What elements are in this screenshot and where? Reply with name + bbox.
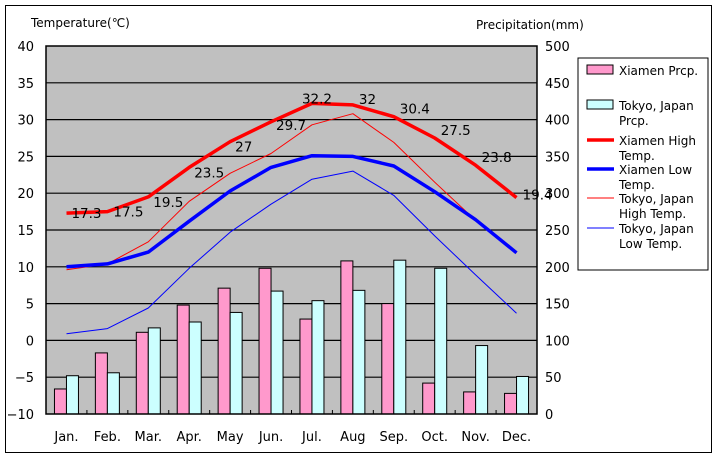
data-labels: 17.3 17.5 19.5 23.5 27 29.7 32.2 32 30.4 27.5 23.8… (71, 91, 552, 222)
bar-tokyo-prcp (229, 311, 243, 415)
data-label: 30.4 (400, 102, 430, 118)
left-axis-title: Temperature(℃) (30, 16, 130, 30)
left-tick-label: 5 (26, 298, 34, 313)
legend-swatch (586, 64, 614, 75)
bar-xiamen-prcp (340, 260, 354, 415)
plot-border (45, 45, 538, 415)
bar-xiamen-prcp (463, 391, 477, 415)
data-label: 17.3 (71, 206, 101, 222)
data-label: 32 (359, 92, 376, 108)
left-tick-label: −5 (15, 371, 34, 386)
left-tick-label: 25 (17, 150, 34, 165)
bar-tokyo-prcp (475, 345, 489, 415)
legend-label: Xiamen High (619, 134, 696, 148)
category-label: Feb. (94, 430, 121, 445)
category-label: Apr. (176, 430, 201, 445)
category-label: Jun. (258, 430, 283, 445)
left-tick-label: 35 (17, 77, 34, 92)
bar-tokyo-prcp (188, 321, 202, 415)
right-axis-tick-labels: 0 50 100 150 200 250 300 350 400 450 500 (545, 40, 570, 423)
bar-xiamen-prcp (381, 303, 395, 415)
line-xiamen-high-temp (66, 101, 518, 215)
bar-xiamen-prcp (422, 382, 436, 415)
right-tick-label: 300 (545, 187, 570, 202)
left-tick-label: 15 (17, 224, 34, 239)
right-tick-label: 450 (545, 77, 570, 92)
bars (53, 259, 530, 415)
data-label: 27 (235, 140, 252, 156)
right-tick-label: 350 (545, 150, 570, 165)
bar-tokyo-prcp (311, 300, 325, 415)
legend-label: Xiamen Prcp. (619, 64, 698, 78)
legend-label: Xiamen Low (619, 163, 692, 177)
right-tick-label: 400 (545, 114, 570, 129)
left-tick-label: 10 (17, 261, 34, 276)
category-labels: Jan. Feb. Mar. Apr. May Jun. Jul. Aug Sep. Oct. No… (53, 430, 531, 445)
bar-xiamen-prcp (299, 318, 313, 415)
left-tick-label: −10 (7, 408, 34, 423)
data-label: 19.5 (153, 195, 183, 211)
right-tick-label: 0 (545, 408, 553, 423)
category-label: Jul. (301, 430, 322, 445)
data-label: 29.7 (276, 118, 306, 134)
bar-tokyo-prcp (393, 259, 407, 415)
right-tick-label: 250 (545, 224, 570, 239)
line-xiamen-low-temp (66, 153, 518, 269)
data-label: 17.5 (113, 205, 143, 221)
bar-tokyo-prcp (65, 375, 79, 415)
legend-label: Temp. (618, 149, 655, 163)
category-label: Aug (340, 430, 365, 445)
left-tick-label: 0 (26, 334, 34, 349)
bar-xiamen-prcp (53, 388, 67, 415)
right-tick-label: 50 (545, 371, 562, 386)
legend-label: Tokyo, Japan (618, 192, 694, 206)
legend-label: High Temp. (619, 207, 686, 221)
legend-label: Low Temp. (619, 237, 682, 251)
category-label: May (217, 430, 244, 445)
bar-tokyo-prcp (106, 372, 120, 415)
legend-label: Prcp. (619, 114, 649, 128)
legend-swatch (586, 99, 614, 110)
data-label: 32.2 (302, 91, 332, 107)
category-label: Mar. (135, 430, 162, 445)
bar-xiamen-prcp (504, 392, 518, 415)
bar-tokyo-prcp (516, 375, 530, 415)
left-tick-label: 40 (17, 40, 34, 55)
bar-xiamen-prcp (217, 287, 231, 415)
left-tick-label: 30 (17, 114, 34, 129)
line-tokyo-japan-high-temp (66, 113, 517, 271)
left-tick-label: 20 (17, 187, 34, 202)
category-label: Oct. (421, 430, 448, 445)
right-tick-label: 150 (545, 298, 570, 313)
right-tick-label: 200 (545, 261, 570, 276)
category-label: Dec. (502, 430, 531, 445)
bar-xiamen-prcp (258, 267, 272, 415)
bar-tokyo-prcp (270, 290, 284, 415)
bar-tokyo-prcp (434, 267, 448, 415)
series-lines (66, 101, 518, 335)
bar-tokyo-prcp (147, 327, 161, 415)
bar-xiamen-prcp (94, 352, 108, 415)
gridlines (46, 82, 537, 378)
right-tick-label: 100 (545, 334, 570, 349)
data-label: 27.5 (441, 123, 471, 139)
right-axis-title: Precipitation(mm) (476, 18, 584, 32)
category-label: Sep. (379, 430, 408, 445)
data-label: 23.8 (482, 150, 512, 166)
legend-label: Tokyo, Japan (618, 99, 694, 113)
bar-xiamen-prcp (176, 304, 190, 415)
left-axis-tick-labels: −10 −5 0 5 10 15 20 25 30 35 40 (7, 40, 34, 423)
category-label: Nov. (461, 430, 490, 445)
category-label: Jan. (53, 430, 78, 445)
bar-tokyo-prcp (352, 289, 366, 415)
legend-label: Tokyo, Japan (618, 222, 694, 236)
right-tick-label: 500 (545, 40, 570, 55)
bar-xiamen-prcp (135, 331, 149, 415)
legend-box (577, 57, 709, 271)
line-tokyo-japan-low-temp (66, 170, 517, 335)
legend-label: Temp. (618, 178, 655, 192)
data-label: 23.5 (194, 165, 224, 181)
